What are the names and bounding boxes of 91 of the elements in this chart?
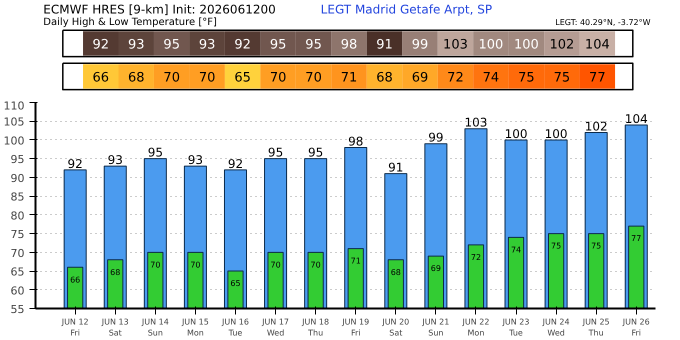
- data-label: 65: [230, 279, 241, 288]
- data-label: 75: [551, 242, 562, 251]
- data-label: 95: [308, 146, 324, 160]
- x-tick-label: JUN 26 Fri: [622, 318, 650, 338]
- y-tick-label: 80: [10, 209, 25, 222]
- data-label: 70: [190, 260, 201, 270]
- data-label: 75: [518, 70, 535, 86]
- data-label: 103: [443, 37, 468, 52]
- data-label: 104: [624, 112, 648, 126]
- y-tick-label: 85: [10, 190, 25, 204]
- x-tick-label: JUN 17 Wed: [261, 318, 290, 338]
- data-label: 74: [482, 70, 500, 86]
- data-label: 72: [447, 70, 464, 86]
- data-label: 68: [110, 268, 120, 277]
- x-tick-label: JUN 18 Thu: [301, 318, 330, 338]
- data-label: 71: [350, 256, 361, 266]
- x-tick-label: JUN 24 Wed: [542, 318, 570, 338]
- data-label: 95: [268, 146, 284, 160]
- data-label: 66: [92, 70, 110, 86]
- x-tick-label: JUN 25 Thu: [582, 318, 610, 338]
- data-label: 100: [478, 37, 504, 52]
- data-label: 95: [148, 146, 163, 160]
- data-label: 68: [390, 268, 401, 277]
- data-label: 95: [163, 37, 180, 52]
- data-label: 77: [589, 70, 606, 86]
- data-label: 98: [340, 37, 358, 52]
- text: LEGT Madrid Getafe Arpt, SP: [320, 2, 492, 16]
- data-label: 75: [554, 70, 570, 86]
- y-tick-label: 65: [10, 266, 25, 279]
- data-label: 92: [68, 156, 83, 171]
- data-label: 70: [198, 70, 216, 86]
- chart-title: ECMWF HRES [9-km] Init: 2026061200: [43, 2, 276, 16]
- y-tick-label: 95: [10, 153, 25, 166]
- data-label: 70: [163, 70, 180, 86]
- data-label: 70: [270, 70, 286, 86]
- data-label: 103: [464, 116, 488, 130]
- data-label: 91: [388, 160, 404, 175]
- y-tick-label: 60: [10, 284, 25, 298]
- data-label: 71: [340, 70, 358, 86]
- data-label: 77: [631, 234, 642, 244]
- data-label: 69: [412, 70, 428, 86]
- data-label: 104: [584, 37, 610, 52]
- data-label: 92: [228, 156, 244, 171]
- data-label: 93: [128, 37, 145, 52]
- data-label: 70: [270, 260, 281, 270]
- data-label: 68: [128, 70, 145, 86]
- data-label: 70: [310, 260, 321, 270]
- data-label: 93: [198, 37, 216, 52]
- x-tick-label: JUN 20 Sat: [381, 318, 410, 338]
- y-tick-label: 100: [4, 134, 25, 148]
- data-label: 102: [584, 119, 608, 134]
- data-label: 66: [70, 275, 80, 284]
- data-label: 92: [234, 37, 251, 52]
- text: LEGT: 40.29°N, -3.72°W: [555, 18, 651, 27]
- data-label: 69: [430, 264, 441, 274]
- data-label: 74: [510, 245, 522, 254]
- data-label: 100: [544, 126, 568, 141]
- data-label: 95: [270, 37, 286, 52]
- x-tick-label: JUN 12 Fri: [60, 318, 89, 338]
- data-label: 99: [428, 130, 444, 145]
- y-tick-label: 55: [10, 303, 25, 316]
- x-tick-label: JUN 22 Mon: [461, 318, 490, 338]
- data-label: 100: [504, 126, 528, 141]
- data-label: 98: [348, 134, 364, 148]
- y-tick-label: 90: [10, 172, 25, 185]
- data-label: 100: [514, 37, 539, 52]
- data-label: 75: [591, 242, 602, 251]
- data-label: 70: [305, 70, 322, 86]
- x-tick-label: JUN 16 Tue: [221, 318, 249, 338]
- y-tick-label: 70: [10, 246, 25, 260]
- x-tick-label: JUN 13 Sat: [100, 318, 129, 338]
- data-label: 68: [376, 70, 393, 86]
- y-tick-label: 105: [4, 116, 25, 129]
- data-label: 99: [412, 37, 428, 52]
- x-tick-label: JUN 21 Sun: [421, 318, 450, 338]
- chart-subtitle: Daily High & Low Temperature [°F]: [43, 16, 217, 28]
- x-tick-label: JUN 14 Sun: [140, 318, 169, 338]
- data-label: 91: [376, 37, 393, 52]
- x-tick-label: JUN 23 Tue: [502, 318, 530, 338]
- x-tick-label: JUN 19 Fri: [341, 318, 370, 338]
- data-label: 70: [150, 260, 160, 270]
- data-label: 92: [92, 37, 110, 52]
- data-label: 102: [549, 37, 574, 52]
- y-tick-label: 75: [10, 228, 25, 242]
- y-tick-label: 110: [4, 100, 25, 112]
- data-label: 72: [470, 252, 482, 262]
- data-label: 65: [234, 70, 251, 86]
- x-tick-label: JUN 15 Mon: [180, 318, 209, 338]
- data-label: 93: [188, 153, 204, 168]
- data-label: 95: [305, 37, 322, 52]
- data-label: 93: [108, 153, 123, 168]
